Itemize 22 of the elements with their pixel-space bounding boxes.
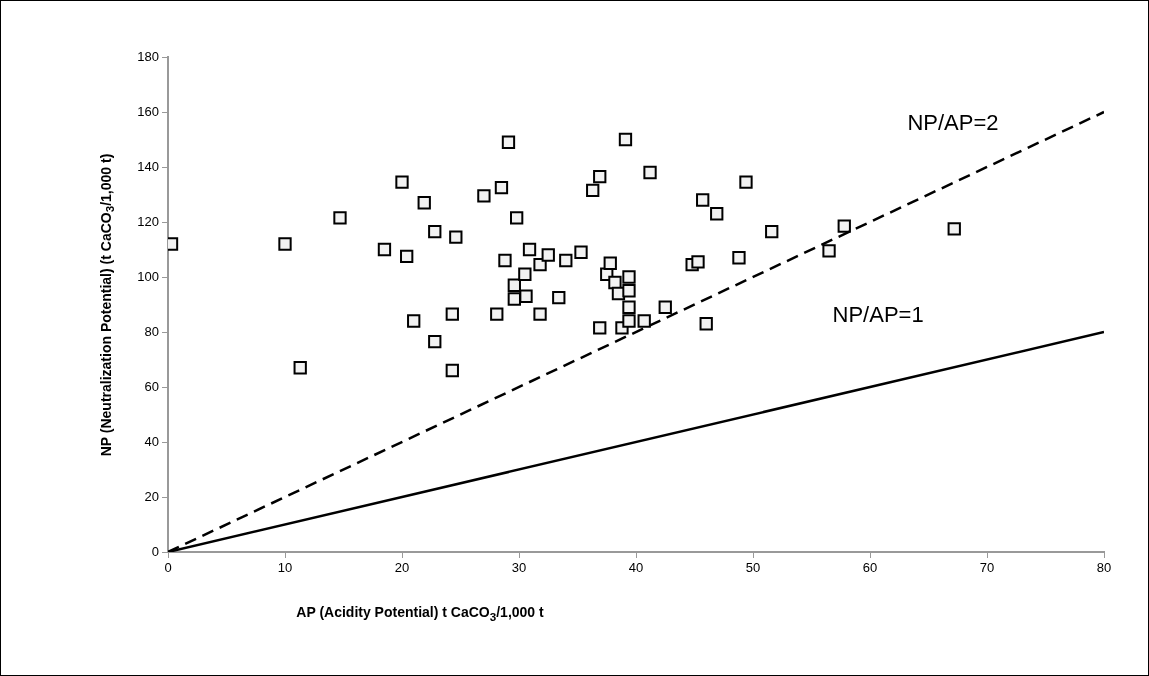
- x-axis-title: AP (Acidity Potential) t CaCO$_{3}$/1,000 t: [296, 604, 544, 623]
- x-tick-label: 0: [164, 560, 172, 576]
- x-tick-label: 40: [628, 560, 644, 576]
- y-tick-label: 160: [137, 103, 159, 119]
- x-tick-label: 10: [277, 560, 293, 576]
- y-tick-label: 60: [144, 378, 159, 394]
- text: NP/AP=1: [832, 301, 924, 327]
- x-tick-label: 80: [1096, 560, 1112, 576]
- series-label: NP/AP=2: [907, 110, 999, 136]
- x-tick-label: 20: [394, 560, 410, 576]
- y-tick-label: 120: [137, 213, 159, 229]
- x-tick-label: 30: [511, 560, 527, 576]
- y-tick-label: 40: [144, 433, 159, 449]
- y-tick-label: 0: [151, 543, 159, 559]
- y-tick-label: 100: [137, 268, 159, 284]
- y-tick-label: 180: [137, 48, 159, 64]
- x-tick-label: 50: [745, 560, 761, 576]
- y-tick-label: 20: [144, 488, 159, 504]
- y-tick-label: 140: [137, 158, 159, 174]
- x-tick-label: 70: [979, 560, 995, 576]
- x-tick-label: 60: [862, 560, 878, 576]
- y-tick-label: 80: [144, 323, 159, 339]
